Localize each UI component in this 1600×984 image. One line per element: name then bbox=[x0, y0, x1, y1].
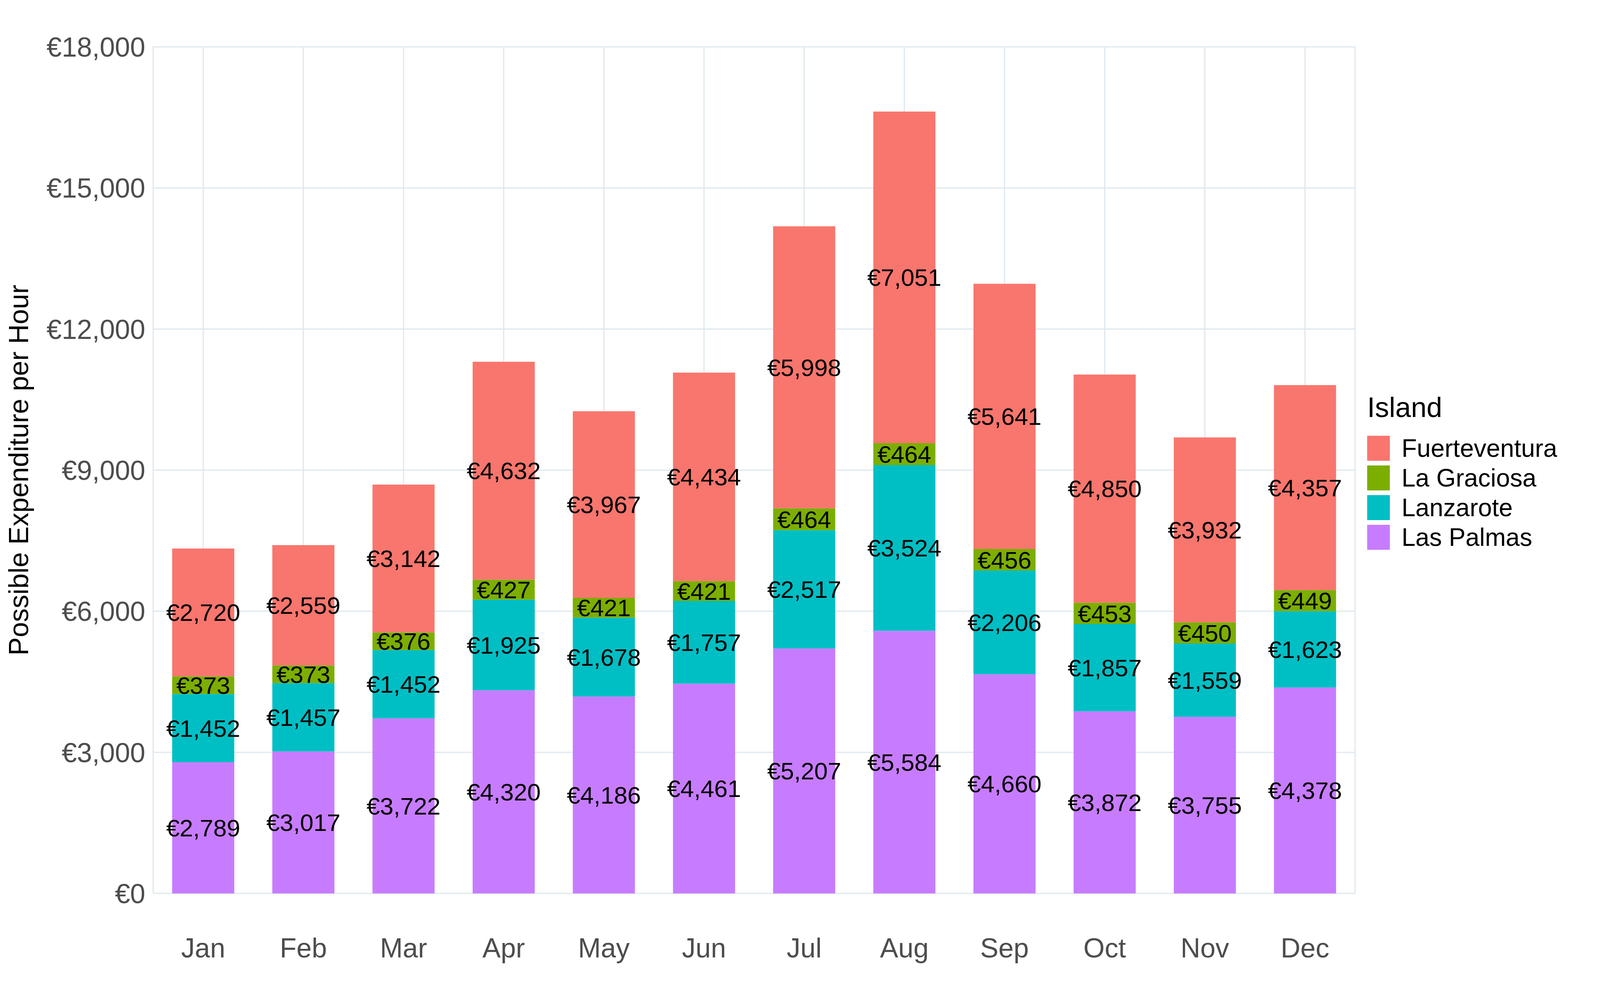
svg-text:€1,457: €1,457 bbox=[266, 704, 341, 732]
svg-text:€4,186: €4,186 bbox=[566, 782, 642, 809]
svg-text:€4,320: €4,320 bbox=[466, 778, 542, 806]
html-text:Lanzarote: Lanzarote bbox=[1401, 493, 1513, 522]
svg-text:€5,207: €5,207 bbox=[767, 757, 842, 785]
svg-text:€373: €373 bbox=[176, 672, 231, 700]
svg-text:May: May bbox=[578, 933, 630, 964]
svg-text:€5,584: €5,584 bbox=[867, 749, 942, 777]
svg-text:€1,857: €1,857 bbox=[1067, 654, 1142, 682]
svg-text:€4,461: €4,461 bbox=[666, 775, 742, 803]
svg-text:€5,998: €5,998 bbox=[767, 354, 842, 382]
svg-text:Apr: Apr bbox=[482, 933, 525, 964]
svg-text:€3,017: €3,017 bbox=[266, 809, 341, 837]
svg-text:€1,452: €1,452 bbox=[166, 715, 241, 743]
svg-text:Sep: Sep bbox=[980, 933, 1029, 964]
svg-text:€2,559: €2,559 bbox=[266, 592, 341, 620]
svg-text:€7,051: €7,051 bbox=[867, 264, 942, 292]
svg-text:€421: €421 bbox=[576, 594, 631, 622]
svg-text:€15,000: €15,000 bbox=[46, 173, 146, 204]
svg-text:Jan: Jan bbox=[181, 933, 226, 964]
svg-text:€464: €464 bbox=[777, 506, 832, 534]
svg-text:€3,755: €3,755 bbox=[1167, 792, 1243, 820]
svg-text:€456: €456 bbox=[977, 546, 1032, 574]
svg-text:€5,641: €5,641 bbox=[967, 403, 1042, 431]
svg-text:€453: €453 bbox=[1077, 600, 1132, 628]
svg-text:€1,925: €1,925 bbox=[466, 632, 542, 659]
svg-text:€3,524: €3,524 bbox=[867, 534, 942, 562]
html-text:Possible Expenditure per Hour: Possible Expenditure per Hour bbox=[3, 284, 34, 656]
svg-text:€427: €427 bbox=[476, 576, 531, 604]
svg-text:Jul: Jul bbox=[786, 933, 822, 964]
html-text:Fuerteventura: Fuerteventura bbox=[1401, 434, 1558, 463]
svg-text:€450: €450 bbox=[1177, 619, 1232, 647]
svg-text:Aug: Aug bbox=[880, 933, 929, 964]
svg-text:€2,517: €2,517 bbox=[767, 576, 842, 604]
svg-text:Nov: Nov bbox=[1180, 933, 1229, 964]
svg-text:€4,660: €4,660 bbox=[967, 770, 1042, 798]
svg-text:€3,932: €3,932 bbox=[1167, 516, 1243, 544]
svg-text:€1,678: €1,678 bbox=[566, 644, 642, 672]
svg-text:€2,720: €2,720 bbox=[166, 599, 241, 627]
svg-text:€3,142: €3,142 bbox=[366, 545, 441, 573]
svg-text:Feb: Feb bbox=[279, 933, 327, 964]
svg-text:€1,559: €1,559 bbox=[1167, 667, 1243, 695]
svg-text:€4,850: €4,850 bbox=[1067, 475, 1142, 503]
svg-text:€376: €376 bbox=[376, 628, 431, 656]
svg-text:€2,789: €2,789 bbox=[166, 814, 241, 842]
html-text:Las Palmas: Las Palmas bbox=[1401, 523, 1533, 552]
svg-text:€464: €464 bbox=[877, 441, 932, 468]
svg-text:€4,434: €4,434 bbox=[666, 463, 742, 491]
svg-text:€4,357: €4,357 bbox=[1267, 474, 1343, 502]
svg-text:€421: €421 bbox=[676, 578, 731, 606]
svg-text:€449: €449 bbox=[1278, 587, 1333, 615]
svg-text:€9,000: €9,000 bbox=[61, 455, 146, 486]
html-text:Island: Island bbox=[1367, 391, 1443, 424]
svg-text:€0: €0 bbox=[114, 878, 146, 910]
svg-text:€1,452: €1,452 bbox=[366, 671, 441, 699]
svg-text:Oct: Oct bbox=[1083, 933, 1127, 964]
svg-text:€12,000: €12,000 bbox=[46, 314, 146, 345]
svg-text:€3,872: €3,872 bbox=[1067, 789, 1142, 817]
svg-text:€373: €373 bbox=[276, 661, 331, 689]
svg-text:€4,378: €4,378 bbox=[1267, 777, 1343, 805]
svg-text:€3,967: €3,967 bbox=[566, 491, 642, 519]
svg-text:Mar: Mar bbox=[380, 933, 428, 964]
svg-text:€6,000: €6,000 bbox=[61, 596, 146, 627]
svg-text:€3,000: €3,000 bbox=[61, 737, 146, 769]
svg-text:€1,757: €1,757 bbox=[666, 629, 742, 657]
html-text:La Graciosa: La Graciosa bbox=[1401, 464, 1537, 493]
svg-text:€1,623: €1,623 bbox=[1267, 636, 1343, 664]
svg-text:€3,722: €3,722 bbox=[366, 792, 441, 820]
svg-text:€2,206: €2,206 bbox=[967, 609, 1042, 637]
svg-text:€4,632: €4,632 bbox=[466, 457, 542, 485]
svg-text:Jun: Jun bbox=[682, 933, 727, 964]
svg-text:Dec: Dec bbox=[1280, 933, 1330, 964]
svg-text:€18,000: €18,000 bbox=[46, 32, 146, 63]
